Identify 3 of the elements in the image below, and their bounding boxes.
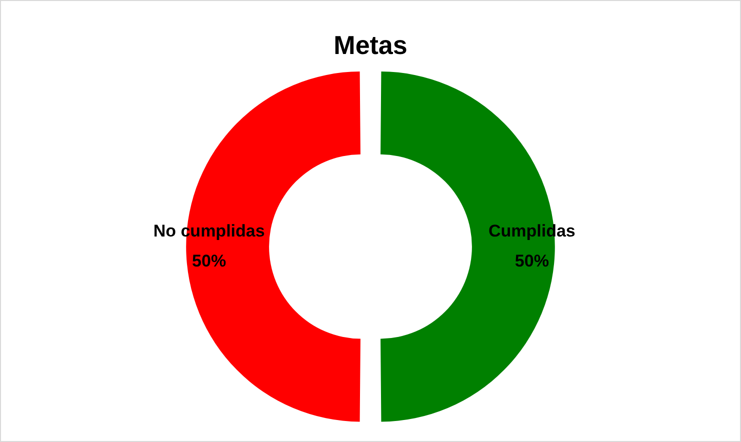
data-label: 50%: [192, 251, 226, 270]
data-label: 50%: [514, 251, 549, 270]
chart-title: Metas: [334, 30, 408, 60]
